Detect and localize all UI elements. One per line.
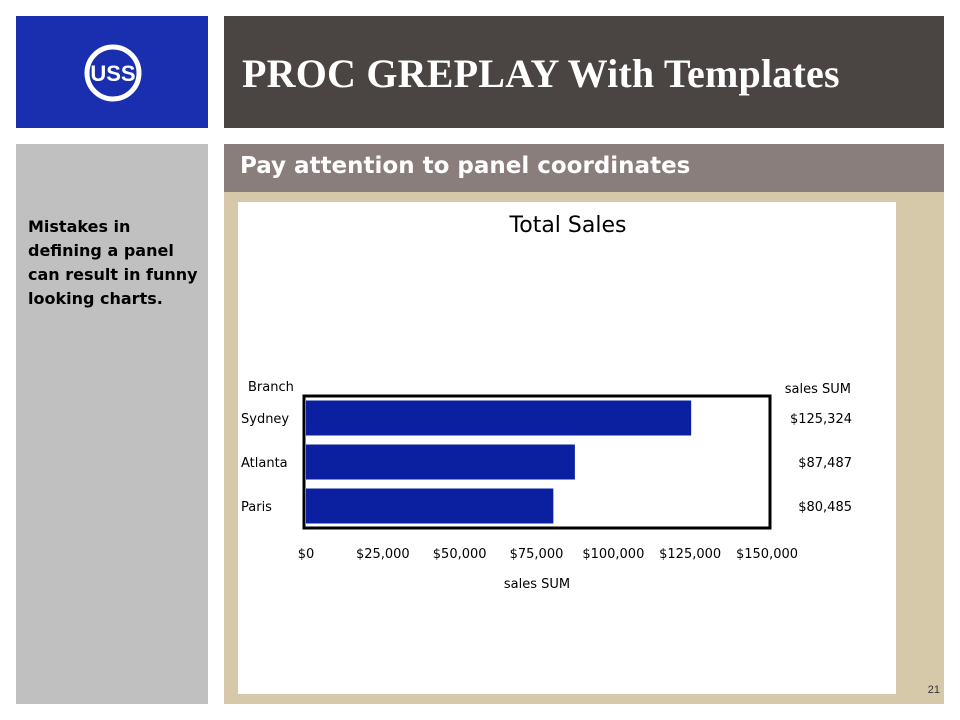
- category-label: Paris: [241, 500, 272, 515]
- x-tick-label: $25,000: [356, 547, 410, 562]
- bar-paris: [306, 488, 554, 524]
- logo-text: USS: [90, 61, 135, 86]
- bar-sydney: [306, 400, 692, 436]
- sidebar-note: Mistakes in defining a panel can result …: [28, 217, 198, 308]
- chart-title: Total Sales: [509, 213, 627, 238]
- page-number: 21: [927, 684, 940, 696]
- bar-chart: Total Sales Branch sales SUM sales SUM S…: [241, 213, 852, 592]
- slide-subtitle: Pay attention to panel coordinates: [240, 153, 691, 179]
- x-tick-label: $150,000: [736, 547, 798, 562]
- x-tick-label: $75,000: [510, 547, 564, 562]
- chart-panel: Total Sales Branch sales SUM sales SUM S…: [238, 202, 896, 694]
- category-label: Sydney: [241, 412, 289, 427]
- uss-logo-icon: USS: [84, 44, 142, 102]
- value-column-label: sales SUM: [785, 382, 851, 397]
- page-title: PROC GREPLAY With Templates: [242, 51, 840, 96]
- bars-group: [306, 400, 692, 524]
- title-bar: PROC GREPLAY With Templates: [224, 16, 944, 128]
- value-label: $80,485: [798, 500, 852, 515]
- sidebar-panel: Mistakes in defining a panel can result …: [16, 144, 208, 704]
- x-tick-label: $50,000: [433, 547, 487, 562]
- plot-frame: [302, 394, 772, 530]
- category-axis-label: Branch: [248, 380, 294, 395]
- value-label: $87,487: [798, 456, 852, 471]
- bar-atlanta: [306, 444, 575, 480]
- category-labels: Sydney Atlanta Paris: [241, 412, 289, 515]
- logo-panel: USS: [16, 16, 208, 128]
- value-labels: $125,324 $87,487 $80,485: [790, 412, 852, 515]
- value-label: $125,324: [790, 412, 852, 427]
- category-label: Atlanta: [241, 456, 288, 471]
- x-tick-label: $100,000: [582, 547, 644, 562]
- x-tick-label: $0: [298, 547, 315, 562]
- x-tick-label: $125,000: [659, 547, 721, 562]
- subtitle-bar: Pay attention to panel coordinates: [224, 144, 944, 192]
- x-axis-ticks: $0 $25,000 $50,000 $75,000 $100,000 $125,000 $…: [298, 547, 798, 562]
- x-axis-label: sales SUM: [504, 577, 570, 592]
